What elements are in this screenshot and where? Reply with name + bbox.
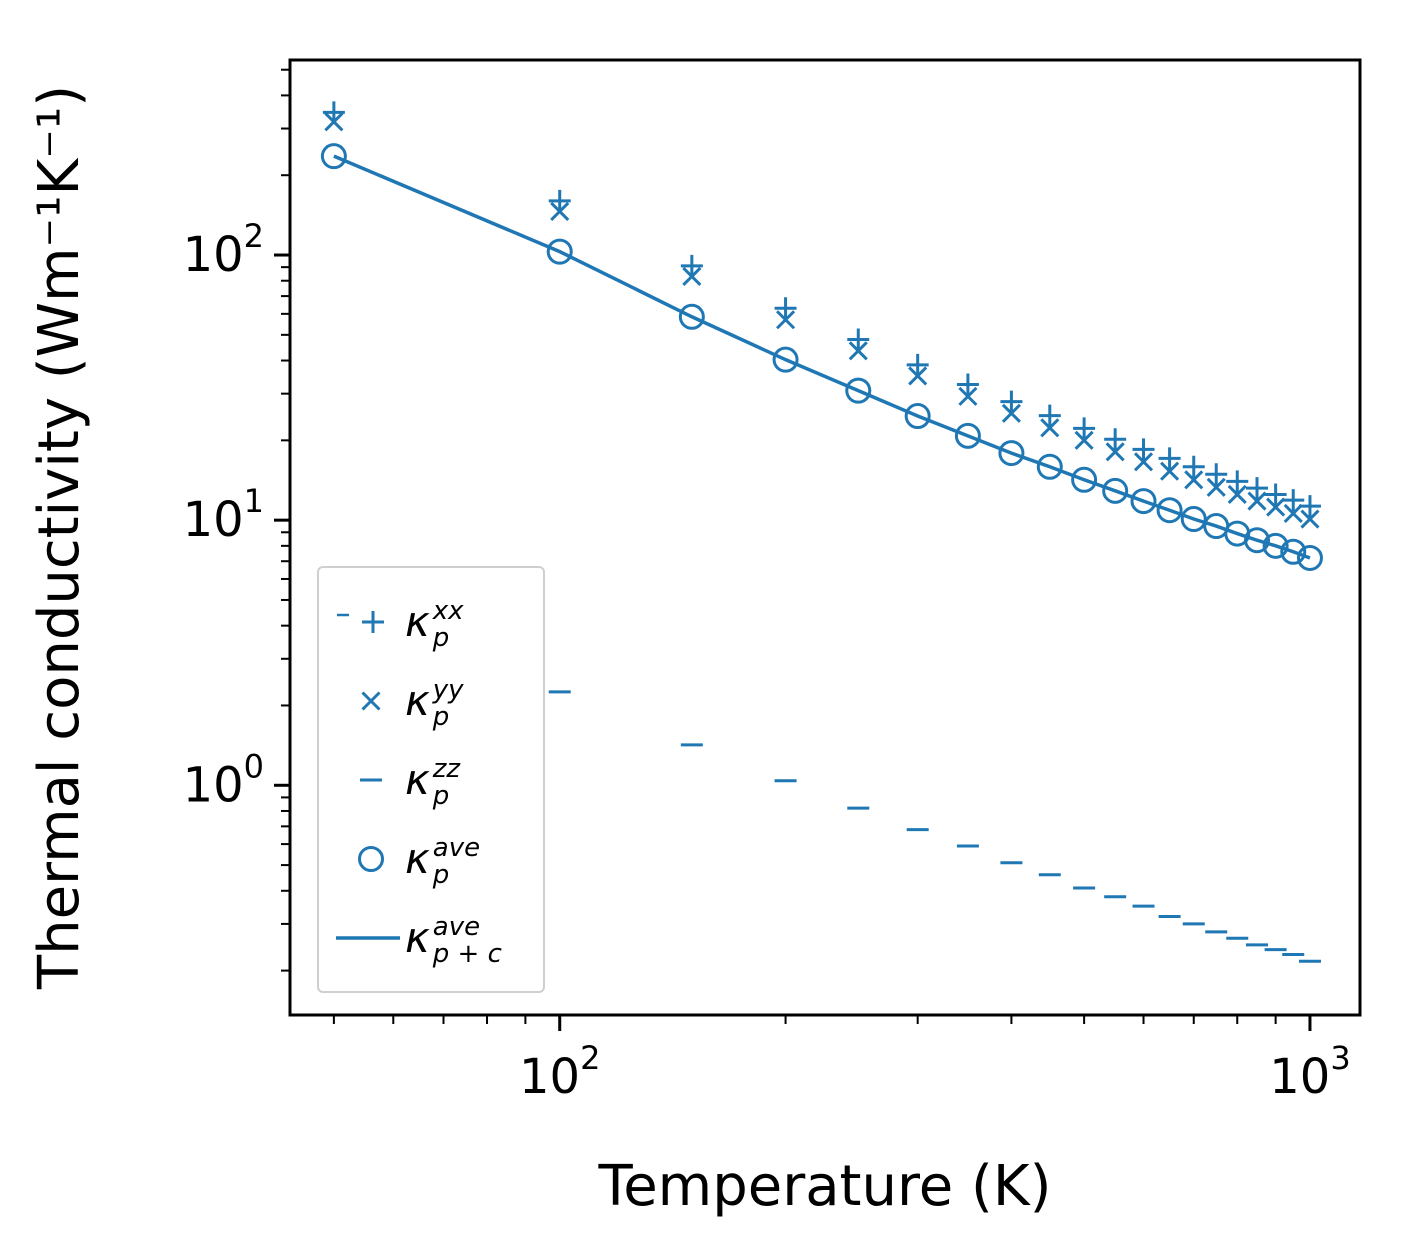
legend-label-superscript: ave xyxy=(432,911,481,942)
legend-label-subscript: p xyxy=(432,859,450,890)
legend-marker-x xyxy=(361,690,381,711)
legend-label-subscript: p xyxy=(432,780,450,811)
y-tick-label: 100 xyxy=(183,747,264,813)
series-kappa-p-plus-c-ave xyxy=(333,154,1311,560)
x-tick-label: 102 xyxy=(519,1039,600,1105)
data-series xyxy=(320,101,1323,963)
legend-label: κ xx p xyxy=(405,595,464,653)
legend-item-kappa-p-zz: κ zz p xyxy=(331,740,533,819)
legend-label-superscript: yy xyxy=(432,674,464,705)
legend-item-kappa-p-xx: κ xx p xyxy=(331,582,533,661)
x-axis-label: Temperature (K) xyxy=(598,1154,1052,1219)
legend-marker-hline xyxy=(360,778,382,781)
axis-tick-labels: 102 103 100 101 102 xyxy=(183,217,1351,1105)
legend-marker-line xyxy=(336,935,400,940)
legend-label: κ ave p + c xyxy=(405,911,502,969)
legend: κ xx p κ yy p κ zz p κ ave p κ ave p + c xyxy=(317,566,545,993)
legend-label-superscript: zz xyxy=(432,753,461,784)
series-kappa-p-ave xyxy=(320,143,1323,571)
x-tick-label: 103 xyxy=(1269,1039,1350,1105)
y-axis-label: Thermal conductivity (Wm⁻¹K⁻¹) xyxy=(27,85,92,990)
series-kappa-p-xx xyxy=(322,101,1321,518)
legend-item-kappa-p-plus-c-ave: κ ave p + c xyxy=(331,898,533,977)
series-kappa-p-yy xyxy=(324,112,1320,529)
legend-label-subscript: p xyxy=(432,622,450,653)
legend-label-subscript: p xyxy=(432,701,450,732)
legend-marker-plus xyxy=(337,610,384,633)
legend-label-superscript: ave xyxy=(432,832,481,863)
y-tick-label: 102 xyxy=(183,217,264,283)
legend-label-superscript: xx xyxy=(432,595,464,626)
legend-label: κ zz p xyxy=(405,753,461,811)
y-tick-label: 101 xyxy=(183,482,264,548)
legend-marker-circle xyxy=(358,845,384,872)
legend-label-subscript: p + c xyxy=(432,938,502,969)
plot-frame xyxy=(288,58,1362,1017)
legend-label: κ ave p xyxy=(405,832,481,890)
legend-item-kappa-p-ave: κ ave p xyxy=(331,819,533,898)
legend-item-kappa-p-yy: κ yy p xyxy=(331,661,533,740)
legend-label: κ yy p xyxy=(405,674,464,732)
